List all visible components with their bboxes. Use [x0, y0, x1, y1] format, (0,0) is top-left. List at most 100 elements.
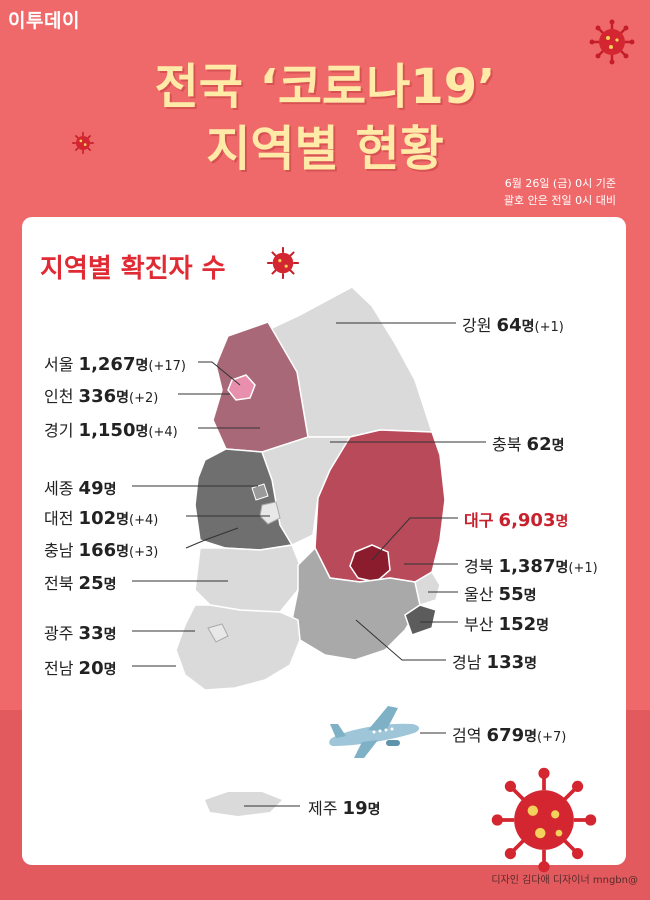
region-name: 광주	[44, 624, 74, 643]
region-name: 부산	[464, 615, 494, 634]
virus-icon	[589, 19, 635, 65]
region-count: 64	[496, 315, 522, 336]
label-gyeongbuk: 경북 1,387명(+1)	[464, 553, 598, 577]
region-unit: 명	[521, 319, 535, 335]
region-count: 49	[78, 478, 104, 499]
region-unit: 명	[367, 802, 381, 818]
label-ulsan: 울산 55명	[464, 581, 537, 605]
region-change: (+4)	[129, 513, 159, 528]
region-count: 152	[498, 614, 537, 635]
region-change: (+2)	[129, 391, 159, 406]
region-unit: 명	[116, 390, 130, 406]
section-title: 지역별 확진자 수	[40, 254, 226, 284]
airplane-icon	[329, 706, 420, 758]
region-name: 세종	[44, 479, 74, 498]
brand-logo: 이투데이	[8, 10, 80, 32]
designer-credit: 디자인 김다애 디자이너 mngbn@	[491, 875, 638, 886]
region-unit: 명	[116, 512, 130, 528]
label-chungnam: 충남 166명(+3)	[44, 537, 158, 561]
label-chungbuk: 충북 62명	[492, 431, 565, 455]
region-count: 1,387	[498, 556, 556, 577]
basis-date: 6월 26일 (금) 0시 기준	[504, 177, 616, 190]
label-quarantine: 검역 679명(+7)	[452, 722, 566, 746]
region-name: 제주	[308, 799, 338, 818]
region-name: 울산	[464, 585, 494, 604]
region-jeonnam	[175, 604, 301, 691]
region-unit: 명	[135, 424, 149, 440]
region-unit: 명	[524, 656, 538, 672]
region-unit: 명	[103, 627, 117, 643]
region-count: 102	[78, 508, 117, 529]
region-unit: 명	[551, 438, 565, 454]
region-name: 전남	[44, 659, 74, 678]
region-unit: 명	[555, 514, 569, 530]
region-name: 충남	[44, 541, 74, 560]
label-gangwon: 강원 64명(+1)	[462, 312, 564, 336]
label-gyeonggi: 경기 1,150명(+4)	[44, 417, 178, 441]
label-daejeon: 대전 102명(+4)	[44, 505, 158, 529]
region-name: 경남	[452, 653, 482, 672]
region-unit: 명	[523, 588, 537, 604]
region-change: (+1)	[568, 561, 598, 576]
label-gwangju: 광주 33명	[44, 620, 117, 644]
label-jeonbuk: 전북 25명	[44, 570, 117, 594]
region-name: 대전	[44, 509, 74, 528]
region-count: 62	[526, 434, 552, 455]
label-gyeongnam: 경남 133명	[452, 649, 537, 673]
region-name: 충북	[492, 435, 522, 454]
virus-icon	[267, 247, 299, 279]
region-name: 전북	[44, 574, 74, 593]
region-unit: 명	[116, 544, 130, 560]
region-count: 6,903	[498, 510, 556, 531]
region-name: 검역	[452, 726, 482, 745]
region-unit: 명	[103, 482, 117, 498]
virus-icon	[491, 767, 597, 873]
region-count: 679	[486, 725, 525, 746]
region-change: (+4)	[148, 425, 178, 440]
region-unit: 명	[536, 618, 550, 634]
region-count: 1,150	[78, 420, 136, 441]
region-count: 33	[78, 623, 104, 644]
region-count: 336	[78, 386, 117, 407]
region-sejong	[251, 483, 269, 501]
label-incheon: 인천 336명(+2)	[44, 383, 158, 407]
basis-comparison-note: 괄호 안은 전일 0시 대비	[503, 194, 616, 207]
label-sejong: 세종 49명	[44, 475, 117, 499]
region-name: 경북	[464, 557, 494, 576]
region-unit: 명	[103, 577, 117, 593]
region-unit: 명	[524, 729, 538, 745]
region-jeju	[205, 792, 282, 816]
region-count: 1,267	[78, 354, 136, 375]
main-title-line-1: 전국 ‘코로나19’	[154, 59, 496, 115]
region-count: 25	[78, 573, 104, 594]
basis-note: 6월 26일 (금) 0시 기준 괄호 안은 전일 0시 대비	[504, 175, 616, 209]
region-daegu	[349, 544, 391, 583]
region-count: 20	[78, 658, 104, 679]
region-count: 19	[342, 798, 368, 819]
region-unit: 명	[555, 560, 569, 576]
region-name: 강원	[462, 316, 492, 335]
region-name: 인천	[44, 387, 74, 406]
region-gwangju	[207, 623, 229, 643]
region-change: (+3)	[129, 545, 159, 560]
region-name: 서울	[44, 355, 74, 374]
region-count: 166	[78, 540, 117, 561]
region-unit: 명	[103, 662, 117, 678]
label-jeju: 제주 19명	[308, 795, 381, 819]
label-daegu: 대구 6,903명	[464, 507, 568, 531]
region-unit: 명	[135, 358, 149, 374]
label-busan: 부산 152명	[464, 611, 549, 635]
region-change: (+1)	[534, 320, 564, 335]
region-count: 133	[486, 652, 525, 673]
region-name: 경기	[44, 421, 74, 440]
main-title-line-2: 지역별 현황	[206, 121, 444, 177]
region-busan	[404, 604, 437, 636]
virus-icon	[72, 132, 94, 154]
region-jeonbuk	[194, 544, 301, 613]
region-daejeon	[259, 501, 281, 525]
region-count: 55	[498, 584, 524, 605]
region-change: (+7)	[537, 730, 567, 745]
label-jeonnam: 전남 20명	[44, 655, 117, 679]
region-name: 대구	[464, 511, 494, 530]
